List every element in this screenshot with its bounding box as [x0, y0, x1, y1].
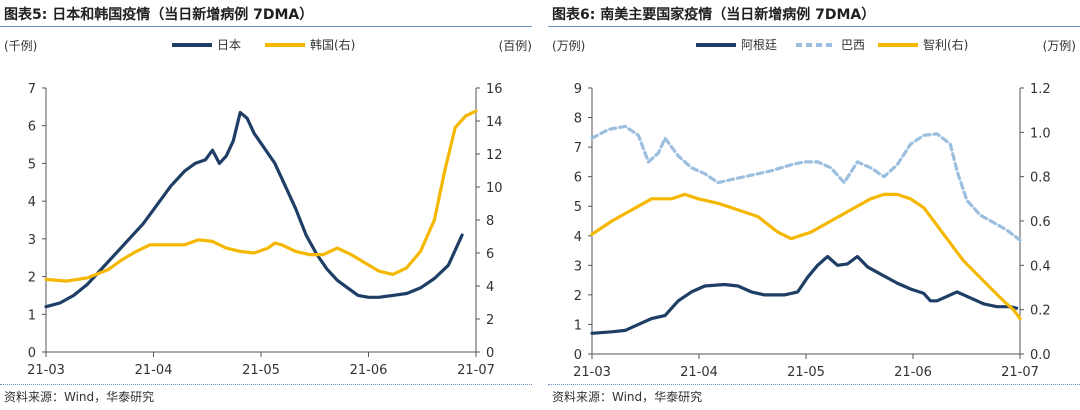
y-left-tick-label: 5: [28, 157, 36, 172]
series-line: [590, 124, 1022, 242]
y-right-tick-label: 0: [486, 346, 494, 361]
x-tick-label: 21-06: [894, 365, 932, 380]
x-tick-label: 21-04: [680, 365, 718, 380]
y-right-tick-label: 0.8: [1030, 171, 1051, 186]
y-right-unit-label: (万例): [1043, 39, 1076, 53]
y-right-tick-label: 2: [486, 313, 494, 328]
y-left-tick-label: 0: [574, 348, 582, 363]
chart-title: 图表6: 南美主要国家疫情（当日新增病例 7DMA）: [552, 7, 876, 23]
series-line: [590, 192, 1022, 321]
y-left-tick-label: 7: [28, 82, 36, 97]
y-left-tick-label: 7: [574, 141, 582, 156]
x-tick-label: 21-05: [242, 363, 280, 378]
chart-panel-japan-korea: 图表5: 日本和韩国疫情（当日新增病例 7DMA） (千例) (百例) 日本 韩国(右…: [0, 0, 532, 410]
y-left-tick-label: 1: [28, 308, 36, 323]
title-divider: [548, 26, 1080, 27]
y-left-unit-label: (万例): [552, 39, 585, 53]
legend-label: 阿根廷: [741, 38, 777, 52]
x-tick-label: 21-04: [135, 363, 173, 378]
x-tick-label: 21-07: [1001, 365, 1039, 380]
y-right-tick-label: 8: [486, 214, 494, 229]
chart-title: 图表5: 日本和韩国疫情（当日新增病例 7DMA）: [4, 7, 314, 23]
y-right-tick-label: 0.6: [1030, 215, 1051, 230]
x-tick-label: 21-06: [350, 363, 388, 378]
source-note: 资料来源：Wind，华泰研究: [4, 390, 155, 404]
x-tick-label: 21-05: [787, 365, 825, 380]
y-right-tick-label: 4: [486, 280, 494, 295]
y-left-tick-label: 2: [574, 289, 582, 304]
y-right-tick-label: 0.0: [1030, 348, 1051, 363]
y-left-tick-label: 3: [28, 233, 36, 248]
legend-label: 智利(右): [923, 37, 968, 52]
y-right-tick-label: 1.2: [1030, 82, 1051, 97]
y-left-tick-label: 8: [574, 112, 582, 127]
source-divider: [548, 384, 1080, 385]
series-line: [44, 110, 464, 309]
y-left-unit-label: (千例): [4, 39, 37, 53]
y-left-tick-label: 1: [574, 318, 582, 333]
chart-panel-south-america: 图表6: 南美主要国家疫情（当日新增病例 7DMA） (万例) (万例) 阿根廷 巴西…: [548, 0, 1080, 410]
y-right-tick-label: 0.2: [1030, 304, 1051, 319]
y-right-unit-label: (百例): [499, 39, 532, 53]
x-tick-label: 21-03: [573, 365, 611, 380]
y-right-tick-label: 0.4: [1030, 259, 1051, 274]
title-divider: [0, 26, 532, 27]
line-chart-japan-korea: (千例) (百例)日本 韩国(右)01234567024681012141621-0…: [4, 37, 532, 378]
y-right-tick-label: 14: [486, 115, 503, 130]
legend-label: 日本: [217, 38, 241, 52]
y-left-tick-label: 6: [28, 120, 36, 135]
series-line: [590, 254, 1019, 335]
y-left-tick-label: 9: [574, 82, 582, 97]
y-right-tick-label: 1.0: [1030, 126, 1051, 141]
source-note: 资料来源：Wind，华泰研究: [552, 390, 703, 404]
x-tick-label: 21-07: [457, 363, 495, 378]
y-right-tick-label: 10: [486, 181, 503, 196]
y-left-tick-label: 5: [574, 200, 582, 215]
y-left-tick-label: 4: [28, 195, 36, 210]
y-right-tick-label: 6: [486, 247, 494, 262]
y-left-tick-label: 4: [574, 230, 582, 245]
y-right-tick-label: 16: [486, 82, 503, 97]
legend-label: 巴西: [841, 38, 865, 52]
source-divider: [0, 384, 532, 385]
y-left-tick-label: 6: [574, 171, 582, 186]
line-chart-south-america: (万例) (万例) 阿根廷 巴西 智利(右) 0 1 2 3 4 5 6 7 8 9 0.0 0.2 0.4 0.6…: [552, 37, 1076, 380]
y-right-tick-label: 12: [486, 148, 503, 163]
y-left-tick-label: 2: [28, 271, 36, 286]
y-left-tick-label: 0: [28, 346, 36, 361]
series-line: [44, 109, 478, 283]
y-left-tick-label: 3: [574, 259, 582, 274]
legend-label: 韩国(右): [310, 37, 355, 52]
x-tick-label: 21-03: [27, 363, 65, 378]
